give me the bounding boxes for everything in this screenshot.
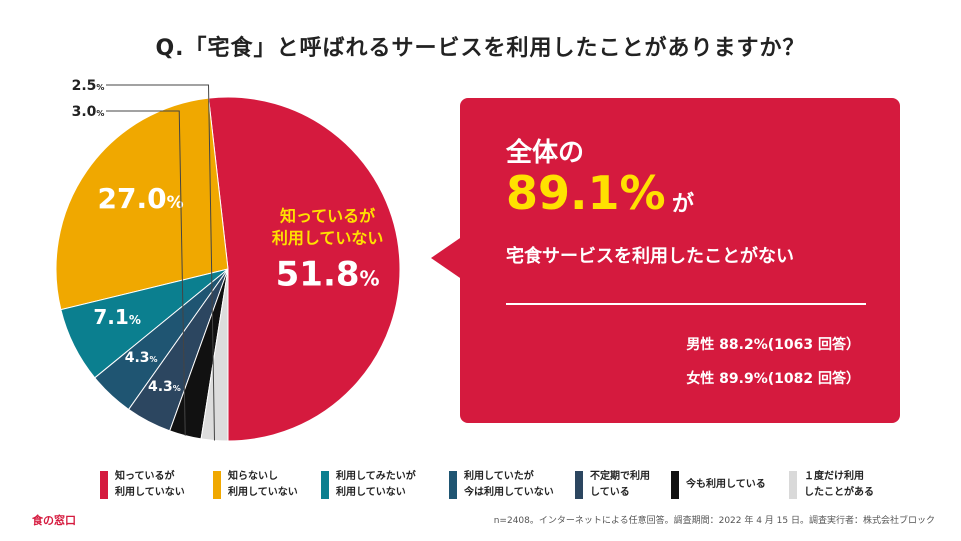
legend-label-1: 知らないし 利用していない (228, 471, 298, 498)
legend-swatch-3 (449, 471, 457, 499)
summary-callout: 全体の 89.1% が 宅食サービスを利用したことがない 男性 88.2%(10… (460, 98, 900, 423)
brand-logo-text: 食の窓口 (32, 514, 76, 527)
pie-category-label-0-1: 利用していない (272, 228, 384, 247)
legend-swatch-6 (789, 471, 797, 499)
callout-divider (506, 303, 866, 305)
callout-male: 男性 88.2%(1063 回答） (686, 337, 860, 353)
legend-label-3: 利用していたが 今は利用していない (464, 471, 554, 498)
pie-value-label-2: 7.1% (93, 305, 140, 329)
legend: 知っているが 利用していない 知らないし 利用していない 利用してみたいが 利用して… (100, 468, 900, 502)
callout-big-value: 89.1% (506, 166, 666, 220)
callout-female: 女性 89.9%(1082 回答） (686, 371, 860, 387)
pie-value-label-5: 3.0% (72, 104, 105, 120)
footnote: n=2408。インターネットによる任意回答。調査期間：2022 年 4 月 15… (493, 516, 935, 526)
legend-label-4: 不定期で利用 している (590, 471, 650, 498)
callout-arrow (431, 236, 463, 280)
legend-label-2: 利用してみたいが 利用していない (336, 471, 416, 498)
pie-slice-0 (208, 96, 401, 442)
leader-line-5 (106, 110, 186, 436)
pie-slice-1 (55, 97, 229, 311)
legend-swatch-0 (100, 471, 108, 499)
leader-line-6 (106, 84, 216, 441)
legend-label-5: 今も利用している (686, 479, 766, 490)
callout-lead: 全体の (506, 138, 585, 168)
pie-value-label-6: 2.5% (72, 78, 105, 94)
pie-category-label-0-0: 知っているが (280, 206, 375, 225)
pie-value-label-0: 51.8% (276, 254, 380, 294)
legend-swatch-4 (575, 471, 583, 499)
legend-swatch-2 (321, 471, 329, 499)
pie-value-label-1: 27.0% (97, 182, 183, 215)
legend-label-0: 知っているが 利用していない (115, 471, 185, 498)
pie-value-label-4: 4.3% (148, 379, 181, 395)
legend-swatch-1 (213, 471, 221, 499)
pie-value-label-3: 4.3% (125, 350, 158, 366)
callout-subtext: 宅食サービスを利用したことがない (506, 246, 794, 267)
legend-swatch-5 (671, 471, 679, 499)
legend-label-6: １度だけ利用 したことがある (804, 471, 874, 498)
callout-particle: が (672, 192, 695, 217)
page-title: Q.「宅食」と呼ばれるサービスを利用したことがありますか？ (155, 36, 806, 61)
